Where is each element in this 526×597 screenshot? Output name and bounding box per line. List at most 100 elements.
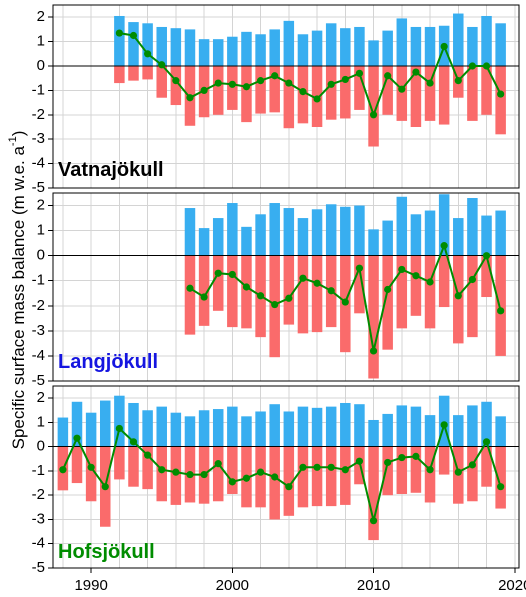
net-balance-point <box>369 347 378 355</box>
y-tick-label: 1 <box>37 33 45 50</box>
summer-balance-bar <box>142 446 153 490</box>
summer-balance-bar <box>142 66 153 80</box>
net-balance-point <box>341 466 349 474</box>
y-tick-label: -4 <box>32 535 45 552</box>
winter-balance-bar <box>297 406 309 447</box>
winter-balance-bar <box>396 405 408 447</box>
net-balance-point <box>384 72 392 80</box>
y-tick-label: 0 <box>37 247 45 264</box>
summer-balance-bar <box>410 255 422 316</box>
winter-balance-bar <box>495 23 506 66</box>
winter-balance-bar <box>142 23 153 66</box>
net-balance-point <box>398 85 406 93</box>
net-balance-point <box>468 461 476 469</box>
summer-balance-bar <box>241 255 252 329</box>
summer-balance-bar <box>212 255 224 311</box>
panel-frame <box>52 385 520 569</box>
summer-balance-bar <box>382 255 393 350</box>
winter-balance-bar <box>128 22 139 66</box>
winter-balance-bar <box>269 404 280 447</box>
net-balance-point <box>497 90 505 98</box>
summer-balance-bar <box>156 446 167 502</box>
net-balance-point <box>214 79 222 87</box>
winter-balance-bar <box>57 417 69 447</box>
winter-balance-bar <box>340 402 351 447</box>
winter-balance-bar <box>114 395 125 447</box>
net-balance-point <box>341 298 349 306</box>
net-balance-point <box>454 292 462 300</box>
y-tick-label: -5 <box>32 179 45 196</box>
summer-balance-bar <box>368 446 379 541</box>
y-tick-label: -5 <box>32 372 45 389</box>
net-balance-point <box>115 424 123 433</box>
summer-balance-bar <box>283 255 295 325</box>
winter-balance-bar <box>212 409 224 447</box>
winter-balance-bar <box>283 208 295 256</box>
winter-balance-bar <box>212 218 224 256</box>
winter-balance-bar <box>269 203 280 256</box>
summer-balance-bar <box>396 66 408 121</box>
summer-balance-bar <box>495 446 506 509</box>
winter-balance-bar <box>481 215 492 256</box>
winter-balance-bar <box>241 226 252 256</box>
net-balance-point <box>313 463 321 471</box>
net-balance-point <box>200 293 208 301</box>
winter-balance-bar <box>156 26 167 66</box>
panel-title: Vatnajökull <box>58 159 164 181</box>
summer-balance-bar <box>255 66 266 114</box>
winter-balance-bar <box>85 412 97 447</box>
winter-balance-bar <box>424 26 436 66</box>
winter-balance-bar <box>184 29 196 66</box>
summer-balance-bar <box>382 446 393 496</box>
net-balance-point <box>285 483 293 491</box>
net-balance-point <box>101 483 109 491</box>
y-tick-label: -1 <box>32 81 45 98</box>
winter-balance-bar <box>481 15 492 66</box>
net-balance-point <box>242 83 251 91</box>
net-balance-point <box>242 283 251 291</box>
winter-balance-bar <box>156 406 167 447</box>
summer-balance-bar <box>184 255 196 335</box>
winter-balance-bar <box>198 39 210 66</box>
winter-balance-bar <box>283 20 295 66</box>
winter-balance-bar <box>382 30 393 66</box>
x-tick-label: 2020 <box>498 577 526 594</box>
winter-balance-bar <box>453 415 464 447</box>
summer-balance-bar <box>212 66 224 115</box>
winter-balance-bar <box>184 208 196 256</box>
summer-balance-bar <box>297 446 309 508</box>
summer-balance-bar <box>114 446 125 480</box>
winter-balance-bar <box>368 229 379 256</box>
summer-balance-bar <box>467 446 478 502</box>
summer-balance-bar <box>396 446 408 494</box>
winter-balance-bar <box>212 39 224 66</box>
net-balance-point <box>440 242 448 250</box>
panel-title: Hofsjökull <box>58 541 155 563</box>
summer-balance-bar <box>170 446 182 505</box>
x-tick-label: 1990 <box>74 577 107 594</box>
net-balance-point <box>412 452 420 460</box>
net-balance-point <box>384 285 392 294</box>
net-balance-point <box>426 466 434 474</box>
y-tick-label: -2 <box>32 297 45 314</box>
net-balance-point <box>454 77 462 85</box>
net-balance-point <box>299 463 307 471</box>
net-balance-point <box>129 31 138 40</box>
summer-balance-bar <box>325 66 337 120</box>
winter-balance-bar <box>227 406 238 447</box>
net-balance-point <box>327 463 335 471</box>
winter-balance-bar <box>453 13 464 66</box>
net-balance-point <box>482 252 491 260</box>
panel-3: 2 1 0 -1 -2 -3 -4 -5 Hofsjökull <box>32 385 520 576</box>
winter-balance-bar <box>227 36 238 66</box>
summer-balance-bar <box>128 66 139 81</box>
net-balance-point <box>200 86 208 94</box>
summer-balance-bar <box>297 255 309 334</box>
y-tick-label: 2 <box>37 8 45 25</box>
winter-balance-bar <box>340 206 351 256</box>
winter-balance-bar <box>396 18 408 67</box>
summer-balance-bar <box>170 66 182 106</box>
summer-balance-bar <box>325 446 337 507</box>
summer-balance-bar <box>227 255 238 328</box>
summer-balance-bar <box>424 66 436 121</box>
